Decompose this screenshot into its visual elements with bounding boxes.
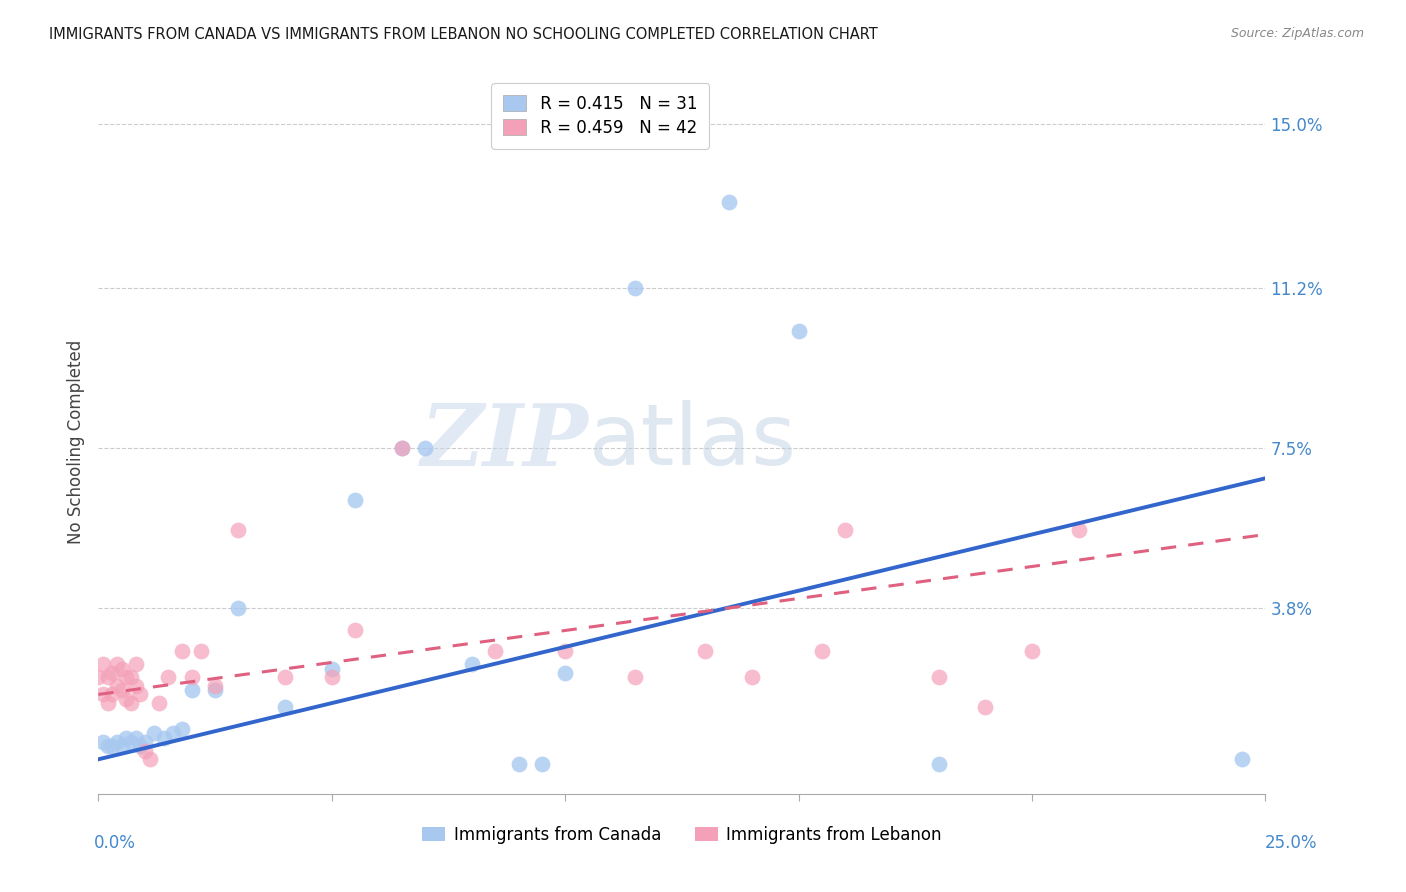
Point (228, 523, 250, 537)
Point (228, 601, 250, 615)
Point (1067, 523, 1090, 537)
Text: 0.0%: 0.0% (94, 834, 136, 852)
Point (111, 683, 134, 698)
Point (101, 688, 124, 702)
Point (143, 726, 166, 740)
Point (554, 644, 576, 658)
Point (152, 731, 174, 745)
Point (554, 665, 576, 680)
Point (91, 688, 114, 702)
Point (91, 735, 114, 749)
Point (344, 623, 367, 637)
Point (97, 696, 120, 710)
Point (321, 670, 343, 684)
Point (204, 679, 226, 693)
Point (129, 688, 152, 702)
Text: atlas: atlas (589, 400, 797, 483)
Point (105, 679, 128, 693)
Point (624, 281, 647, 295)
Point (180, 683, 202, 698)
Point (120, 735, 142, 749)
Point (91, 657, 114, 672)
Point (129, 739, 152, 754)
Point (717, 194, 740, 209)
Y-axis label: No Schooling Completed: No Schooling Completed (66, 340, 84, 543)
Point (180, 670, 202, 684)
Point (172, 644, 194, 658)
Point (105, 735, 128, 749)
Point (508, 756, 530, 771)
Point (204, 683, 226, 698)
Point (111, 739, 134, 754)
Point (115, 670, 138, 684)
Point (148, 696, 170, 710)
Point (115, 731, 138, 745)
Point (134, 735, 156, 749)
Point (695, 644, 717, 658)
Point (139, 752, 162, 766)
Point (928, 756, 950, 771)
Text: IMMIGRANTS FROM CANADA VS IMMIGRANTS FROM LEBANON NO SCHOOLING COMPLETED CORRELA: IMMIGRANTS FROM CANADA VS IMMIGRANTS FRO… (49, 27, 877, 42)
Point (101, 739, 124, 754)
Point (1021, 644, 1043, 658)
Point (134, 744, 156, 758)
Point (834, 523, 856, 537)
Point (974, 700, 997, 714)
Point (120, 696, 142, 710)
Point (125, 731, 148, 745)
Text: 25.0%: 25.0% (1264, 834, 1317, 852)
Point (101, 665, 124, 680)
Point (391, 441, 413, 455)
Point (741, 670, 763, 684)
Point (928, 670, 950, 684)
Point (115, 691, 138, 706)
Point (811, 644, 834, 658)
Point (344, 492, 367, 507)
Point (157, 670, 180, 684)
Point (162, 726, 184, 740)
Point (321, 661, 343, 675)
Point (190, 644, 212, 658)
Point (97, 739, 120, 754)
Point (172, 722, 194, 736)
Point (120, 670, 142, 684)
Text: ZIP: ZIP (420, 400, 589, 483)
Point (125, 657, 148, 672)
Text: Source: ZipAtlas.com: Source: ZipAtlas.com (1230, 27, 1364, 40)
Point (111, 661, 134, 675)
Point (484, 644, 506, 658)
Point (274, 670, 297, 684)
Point (624, 670, 647, 684)
Point (97, 670, 120, 684)
Point (274, 700, 297, 714)
Point (125, 679, 148, 693)
Point (1230, 752, 1253, 766)
Point (105, 657, 128, 672)
Point (391, 441, 413, 455)
Point (787, 324, 810, 338)
Point (461, 657, 484, 672)
Point (413, 441, 436, 455)
Point (530, 756, 553, 771)
Legend: Immigrants from Canada, Immigrants from Lebanon: Immigrants from Canada, Immigrants from … (415, 819, 949, 850)
Point (87, 670, 110, 684)
